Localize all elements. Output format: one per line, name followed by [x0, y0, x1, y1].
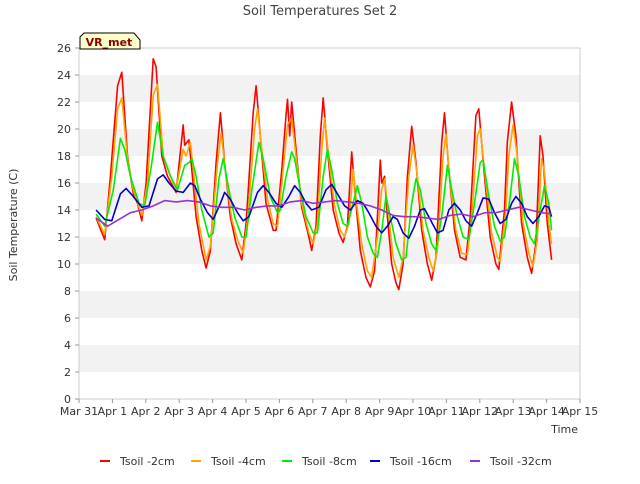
y-tick-label: 0 [64, 393, 71, 406]
x-tick-label: Apr 11 [428, 405, 465, 418]
legend-label: Tsoil -4cm [210, 455, 266, 468]
series-line-tsoil-8cm [95, 121, 553, 261]
badge-shape [79, 32, 141, 50]
grid-band [79, 291, 580, 318]
station-badge: VR_met [79, 32, 141, 50]
x-tick-label: Apr 6 [265, 405, 295, 418]
x-tick-label: Apr 7 [298, 405, 328, 418]
y-tick-label: 8 [64, 285, 71, 298]
x-tick-label: Apr 9 [365, 405, 395, 418]
x-tick-label: Apr 15 [562, 405, 599, 418]
y-tick-label: 16 [57, 177, 71, 190]
legend-label: Tsoil -8cm [301, 455, 357, 468]
grid-band [79, 318, 580, 345]
x-tick-label: Apr 10 [395, 405, 432, 418]
legend: Tsoil -2cm Tsoil -4cm Tsoil -8cm Tsoil -16c… [100, 455, 552, 468]
y-tick-label: 12 [57, 231, 71, 244]
x-tick-label: Apr 2 [131, 405, 161, 418]
badge-text: VR_met [86, 36, 133, 49]
y-tick-label: 26 [57, 42, 71, 55]
series-line-tsoil-2cm [95, 57, 553, 291]
chart-title: Soil Temperatures Set 2 [243, 4, 398, 19]
x-tick-label: Apr 8 [331, 405, 361, 418]
series-lines [95, 57, 553, 291]
x-tick-label: Apr 5 [231, 405, 261, 418]
y-tick-label: 6 [64, 312, 71, 325]
series-line-tsoil-16cm [95, 174, 553, 240]
legend-label: Tsoil -2cm [119, 455, 175, 468]
y-tick-label: 18 [57, 150, 71, 163]
x-tick-label: Apr 4 [198, 405, 228, 418]
y-tick-label: 22 [57, 96, 71, 109]
x-tick-label: Apr 14 [528, 405, 565, 418]
legend-label: Tsoil -32cm [489, 455, 552, 468]
x-axis-ticks: Mar 31 Apr 1 Apr 2 Apr 3 Apr 4 Apr 5 Apr 6 Apr … [60, 399, 598, 418]
x-tick-label: Apr 1 [98, 405, 128, 418]
y-tick-label: 20 [57, 123, 71, 136]
grid-band [79, 48, 580, 75]
x-tick-label: Apr 3 [164, 405, 194, 418]
grid-bands [79, 48, 580, 399]
x-tick-label: Mar 31 [60, 405, 98, 418]
y-tick-label: 2 [64, 366, 71, 379]
y-tick-label: 10 [57, 258, 71, 271]
y-tick-label: 14 [57, 204, 71, 217]
y-tick-label: 24 [57, 69, 71, 82]
legend-label: Tsoil -16cm [389, 455, 452, 468]
plot-frame [78, 47, 581, 400]
grid-band [79, 264, 580, 291]
grid-band [79, 345, 580, 372]
x-axis-label: Time [550, 423, 578, 436]
y-axis-label: Soil Temperature (C) [7, 169, 20, 282]
x-tick-label: Apr 13 [495, 405, 532, 418]
grid-band [79, 102, 580, 129]
y-tick-label: 4 [64, 339, 71, 352]
grid-band [79, 372, 580, 399]
x-tick-label: Apr 12 [462, 405, 499, 418]
grid-band [79, 75, 580, 102]
series-line-tsoil-32cm [95, 199, 552, 227]
grid-band [79, 237, 580, 264]
